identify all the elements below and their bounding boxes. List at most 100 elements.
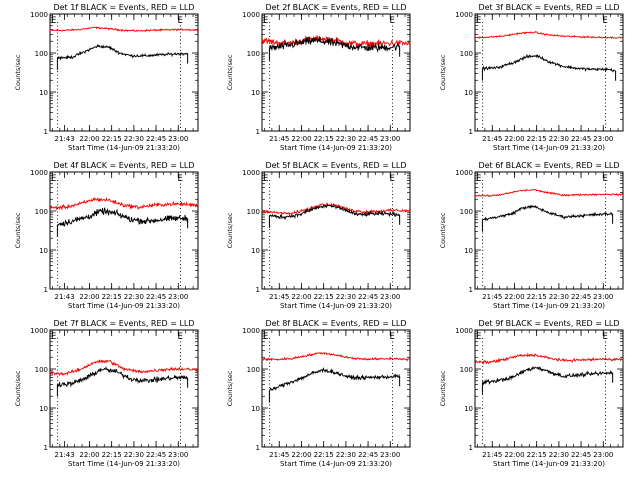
- events-series-line: [482, 53, 616, 73]
- x-tick-label: 22:15: [314, 135, 334, 143]
- y-tick-label: 100: [35, 366, 48, 374]
- y-tick-label: 1000: [455, 11, 473, 19]
- x-tick-label: 22:15: [527, 451, 547, 459]
- panel-title: Det 9f BLACK = Events, RED = LLD: [478, 319, 619, 328]
- x-tick-label: 22:00: [79, 451, 99, 459]
- start-marker-label: E: [263, 16, 268, 26]
- y-tick-label: 100: [460, 208, 473, 216]
- lld-series-line: [474, 352, 624, 365]
- panel-title: Det 6f BLACK = Events, RED = LLD: [478, 161, 619, 170]
- x-tick-label: 22:15: [527, 293, 547, 301]
- events-series-line: [268, 203, 401, 221]
- lld-series-line: [49, 196, 199, 212]
- y-tick-label: 1: [44, 128, 48, 136]
- x-tick-label: 21:45: [482, 135, 502, 143]
- panel-title: Det 4f BLACK = Events, RED = LLD: [53, 161, 194, 170]
- y-tick-label: 1: [256, 286, 260, 294]
- x-tick-label: 22:00: [291, 293, 311, 301]
- x-tick-label: 22:00: [504, 293, 524, 301]
- detector-panel-8: Det 8f BLACK = Events, RED = LLD 1 10 100 10…: [226, 319, 411, 468]
- detector-panel-3: Det 3f BLACK = Events, RED = LLD 1 10 100 10…: [439, 3, 624, 152]
- x-tick-label: 21:45: [269, 451, 289, 459]
- events-series-line: [481, 204, 614, 222]
- end-marker-label: E: [177, 174, 182, 184]
- x-axis-label: Start Time (14-Jun-09 21:33:20): [493, 144, 605, 152]
- x-axis-label: Start Time (14-Jun-09 21:33:20): [68, 144, 180, 152]
- detector-panel-9: Det 9f BLACK = Events, RED = LLD 1 10 100 10…: [439, 319, 624, 468]
- x-tick-label: 22:30: [549, 293, 569, 301]
- panel-title: Det 1f BLACK = Events, RED = LLD: [53, 3, 194, 12]
- x-tick-label: 22:15: [102, 451, 122, 459]
- x-axis-label: Start Time (14-Jun-09 21:33:20): [280, 302, 392, 310]
- x-axis-label: Start Time (14-Jun-09 21:33:20): [280, 460, 392, 468]
- x-tick-label: 22:45: [146, 451, 166, 459]
- y-axis-label: Counts/sec: [439, 370, 447, 406]
- x-tick-label: 22:15: [314, 451, 334, 459]
- start-marker-label: E: [51, 174, 56, 184]
- x-tick-label: 23:00: [380, 451, 400, 459]
- x-tick-label: 21:45: [269, 135, 289, 143]
- end-marker-label: E: [602, 332, 607, 342]
- y-tick-label: 10: [39, 405, 48, 413]
- x-tick-label: 22:00: [79, 135, 99, 143]
- events-series-line: [269, 366, 401, 391]
- x-tick-label: 22:45: [571, 293, 591, 301]
- x-tick-label: 22:00: [291, 451, 311, 459]
- end-marker-label: E: [177, 16, 182, 26]
- y-tick-label: 1000: [30, 169, 48, 177]
- x-tick-label: 22:15: [527, 135, 547, 143]
- x-tick-label: 22:45: [146, 135, 166, 143]
- x-axis-label: Start Time (14-Jun-09 21:33:20): [68, 302, 180, 310]
- x-tick-label: 22:15: [102, 135, 122, 143]
- end-marker-label: E: [602, 174, 607, 184]
- end-marker-label: E: [389, 16, 394, 26]
- lld-series-line: [261, 202, 411, 216]
- x-tick-label: 23:00: [593, 451, 613, 459]
- x-tick-label: 22:00: [504, 451, 524, 459]
- y-tick-label: 100: [247, 366, 260, 374]
- x-tick-label: 23:00: [593, 135, 613, 143]
- x-tick-label: 22:30: [336, 135, 356, 143]
- detector-panel-4: Det 4f BLACK = Events, RED = LLD 1 10 100 10…: [14, 161, 199, 310]
- x-axis-label: Start Time (14-Jun-09 21:33:20): [493, 460, 605, 468]
- plot-frame: [49, 329, 199, 448]
- start-marker-label: E: [476, 16, 481, 26]
- start-marker-label: E: [476, 174, 481, 184]
- detector-panel-6: Det 6f BLACK = Events, RED = LLD 1 10 100 10…: [439, 161, 624, 310]
- y-axis-label: Counts/sec: [14, 212, 22, 248]
- panel-title: Det 5f BLACK = Events, RED = LLD: [265, 161, 406, 170]
- x-tick-label: 21:45: [482, 451, 502, 459]
- detector-panel-2: Det 2f BLACK = Events, RED = LLD 1 10 100 10…: [226, 3, 411, 152]
- y-tick-label: 1000: [455, 169, 473, 177]
- y-tick-label: 1: [469, 128, 473, 136]
- x-tick-label: 22:30: [549, 451, 569, 459]
- x-tick-label: 22:30: [124, 135, 144, 143]
- y-tick-label: 100: [247, 208, 260, 216]
- detector-panel-1: Det 1f BLACK = Events, RED = LLD 1 10 100 10…: [14, 3, 199, 152]
- end-marker-label: E: [602, 16, 607, 26]
- detector-panel-5: Det 5f BLACK = Events, RED = LLD 1 10 100 10…: [226, 161, 411, 310]
- lld-series-line: [49, 26, 199, 33]
- x-tick-label: 22:45: [146, 293, 166, 301]
- plot-frame: [474, 329, 624, 448]
- x-tick-label: 22:30: [336, 293, 356, 301]
- y-tick-label: 100: [35, 50, 48, 58]
- y-axis-label: Counts/sec: [226, 54, 234, 90]
- y-tick-label: 100: [460, 50, 473, 58]
- x-tick-label: 22:45: [358, 451, 378, 459]
- lld-series-line: [49, 359, 199, 376]
- lld-series-line: [474, 188, 624, 198]
- y-tick-label: 1000: [242, 169, 260, 177]
- y-tick-label: 10: [464, 405, 473, 413]
- end-marker-label: E: [389, 174, 394, 184]
- y-tick-label: 1000: [30, 327, 48, 335]
- x-tick-label: 23:00: [168, 451, 188, 459]
- y-tick-label: 1: [256, 444, 260, 452]
- panel-title: Det 7f BLACK = Events, RED = LLD: [53, 319, 194, 328]
- x-tick-label: 23:00: [380, 135, 400, 143]
- y-axis-label: Counts/sec: [439, 54, 447, 90]
- y-tick-label: 1000: [242, 327, 260, 335]
- plot-frame: [474, 13, 624, 132]
- x-tick-label: 22:45: [571, 451, 591, 459]
